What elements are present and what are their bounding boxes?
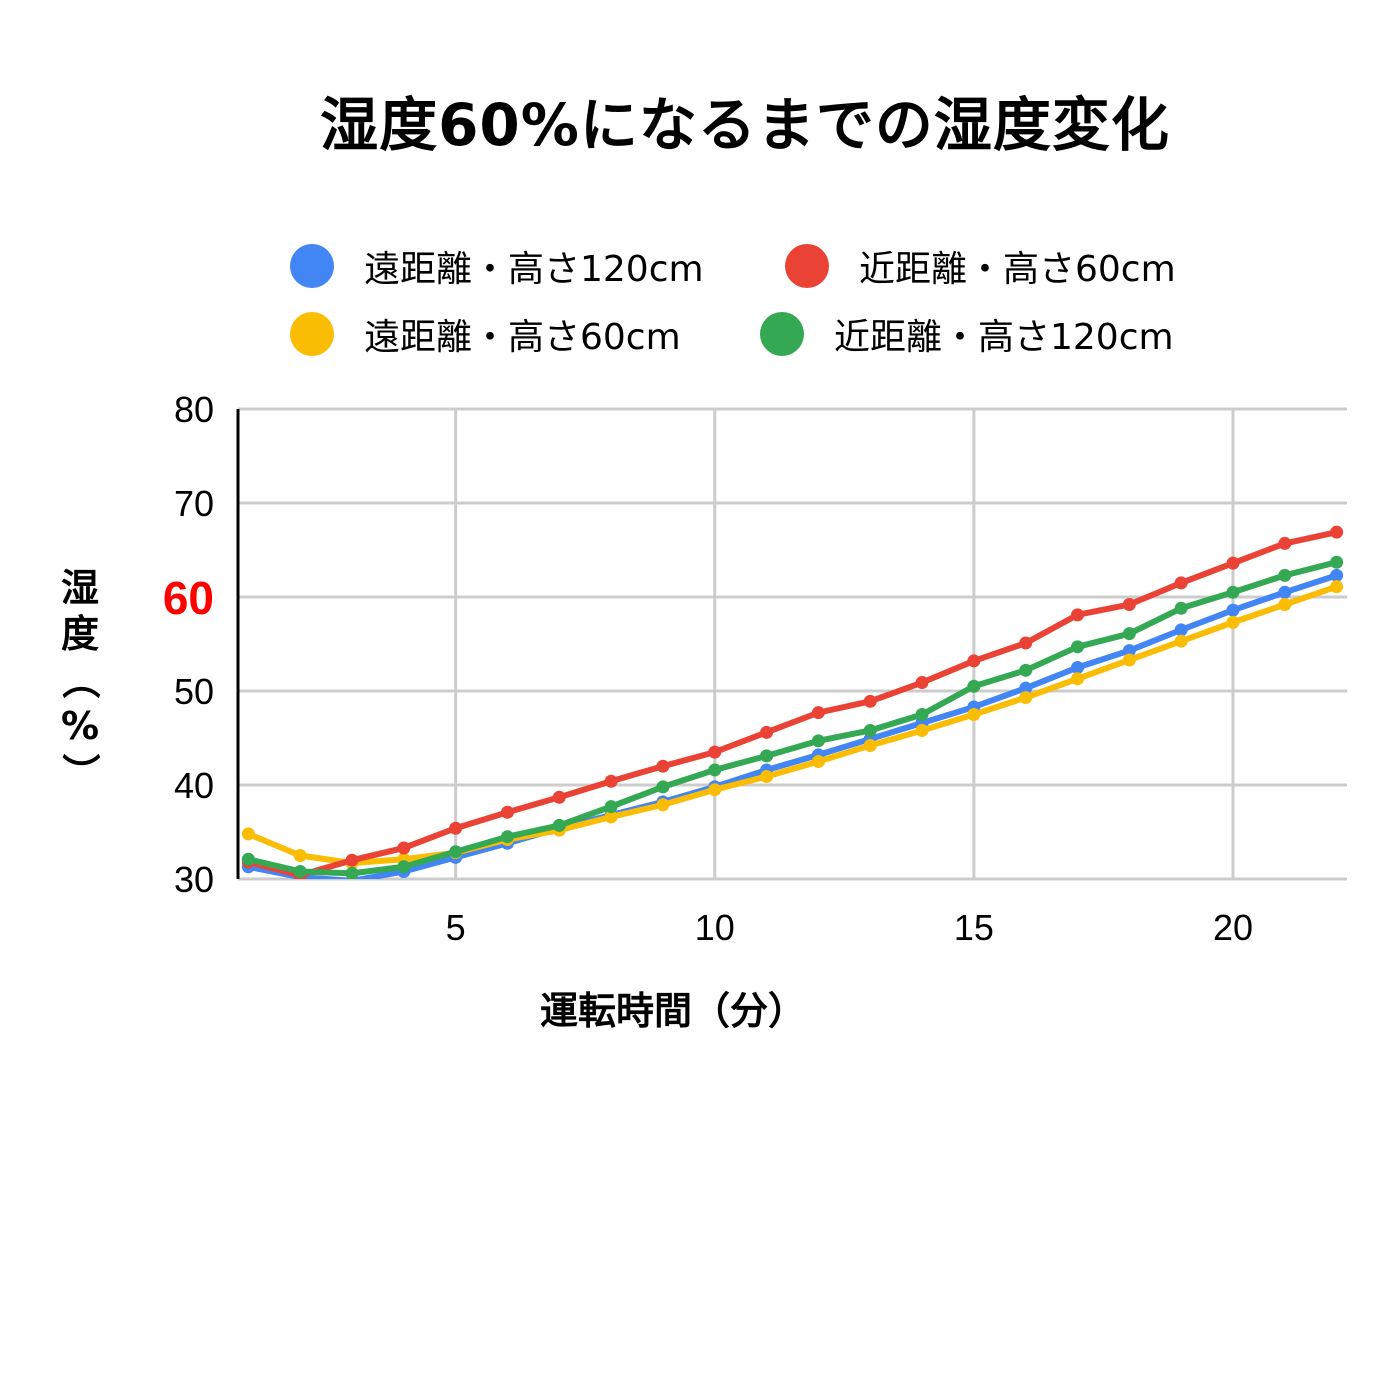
data-point <box>1226 603 1240 617</box>
data-point <box>1071 672 1085 686</box>
data-point <box>449 845 463 859</box>
x-axis-label: 運転時間（分） <box>540 989 807 1033</box>
legend-label: 遠距離・高さ60cm <box>364 317 681 358</box>
data-point <box>656 798 670 812</box>
data-point <box>863 723 877 737</box>
y-tick-label: 40 <box>174 765 214 806</box>
data-point <box>811 755 825 768</box>
data-point <box>241 852 255 866</box>
data-point <box>863 739 877 753</box>
data-point <box>915 676 929 690</box>
data-point <box>500 805 514 819</box>
y-tick-label: 50 <box>174 671 214 712</box>
data-point <box>397 860 411 874</box>
y-axis-label-char: 湿 <box>60 566 99 610</box>
data-point <box>1330 525 1344 539</box>
legend-item-far-120cm[interactable]: 遠距離・高さ120cm <box>290 240 704 292</box>
series-line <box>245 559 1340 877</box>
data-point <box>1330 580 1344 594</box>
series-line <box>245 529 1340 879</box>
data-point <box>915 723 929 737</box>
data-point <box>604 774 618 788</box>
legend-marker-blue-icon <box>290 244 334 288</box>
data-point <box>552 818 566 832</box>
data-point <box>293 849 307 862</box>
data-point <box>967 679 981 693</box>
legend-item-near-60cm[interactable]: 近距離・高さ60cm <box>785 240 1176 292</box>
data-point <box>1330 555 1344 569</box>
data-point <box>1174 634 1188 648</box>
data-point <box>1174 601 1188 615</box>
data-point <box>708 783 722 797</box>
data-point <box>1278 598 1292 612</box>
chart-title: 湿度60%になるまでの湿度変化 <box>320 91 1170 159</box>
data-point <box>708 745 722 759</box>
data-point <box>1019 663 1033 677</box>
data-point <box>967 654 981 668</box>
data-point <box>1278 536 1292 550</box>
legend-marker-red-icon <box>785 244 829 288</box>
y-axis-label: 湿 度 （ % ） <box>55 565 105 795</box>
legend-item-near-120cm[interactable]: 近距離・高さ120cm <box>760 308 1174 360</box>
data-point <box>1122 644 1136 658</box>
data-point <box>1278 585 1292 599</box>
data-point <box>397 841 411 855</box>
data-point <box>1019 681 1033 695</box>
data-point <box>1019 636 1033 650</box>
series-line <box>245 583 1340 867</box>
data-point <box>604 800 618 814</box>
data-point <box>449 821 463 835</box>
data-point <box>760 770 774 784</box>
data-point <box>1226 585 1240 599</box>
x-tick-label: 15 <box>954 907 994 948</box>
data-point <box>1330 568 1344 582</box>
x-tick-label: 20 <box>1213 907 1253 948</box>
x-tick-label: 10 <box>695 907 735 948</box>
data-point <box>1122 598 1136 612</box>
data-point <box>1122 653 1136 667</box>
data-point <box>293 864 307 878</box>
legend-marker-green-icon <box>760 312 804 356</box>
data-point <box>1226 615 1240 629</box>
data-point <box>1174 623 1188 637</box>
legend-label: 遠距離・高さ120cm <box>364 249 704 290</box>
data-point <box>345 866 359 879</box>
data-point <box>1019 691 1033 705</box>
y-tick-label: 80 <box>174 389 214 430</box>
data-point <box>1071 640 1085 654</box>
data-point <box>656 780 670 794</box>
x-tick-label: 5 <box>446 907 466 948</box>
data-point <box>760 749 774 763</box>
data-point <box>811 734 825 748</box>
data-point <box>345 853 359 867</box>
y-tick-label: 70 <box>174 483 214 524</box>
data-point <box>1278 568 1292 582</box>
data-point <box>760 725 774 739</box>
data-point <box>811 706 825 720</box>
y-axis-label-char: 度 <box>60 612 99 656</box>
y-tick-label-highlight: 60 <box>163 572 214 624</box>
data-point <box>500 830 514 844</box>
data-point <box>708 763 722 777</box>
series-line <box>245 572 1340 879</box>
data-point <box>1226 556 1240 570</box>
y-axis-label-char: % <box>60 704 100 748</box>
data-point <box>1174 576 1188 590</box>
y-tick-label: 30 <box>174 859 214 900</box>
data-point <box>967 708 981 721</box>
data-point <box>1071 608 1085 622</box>
data-point <box>915 708 929 721</box>
data-point <box>1122 627 1136 641</box>
data-point <box>604 810 618 824</box>
legend-item-far-60cm[interactable]: 遠距離・高さ60cm <box>290 308 681 360</box>
data-point <box>241 827 255 841</box>
data-point <box>1071 661 1085 674</box>
legend-marker-yellow-icon <box>290 312 334 356</box>
legend-label: 近距離・高さ60cm <box>859 249 1176 290</box>
data-point <box>552 790 566 804</box>
data-point <box>656 759 670 773</box>
legend-label: 近距離・高さ120cm <box>834 317 1174 358</box>
data-point <box>863 694 877 708</box>
